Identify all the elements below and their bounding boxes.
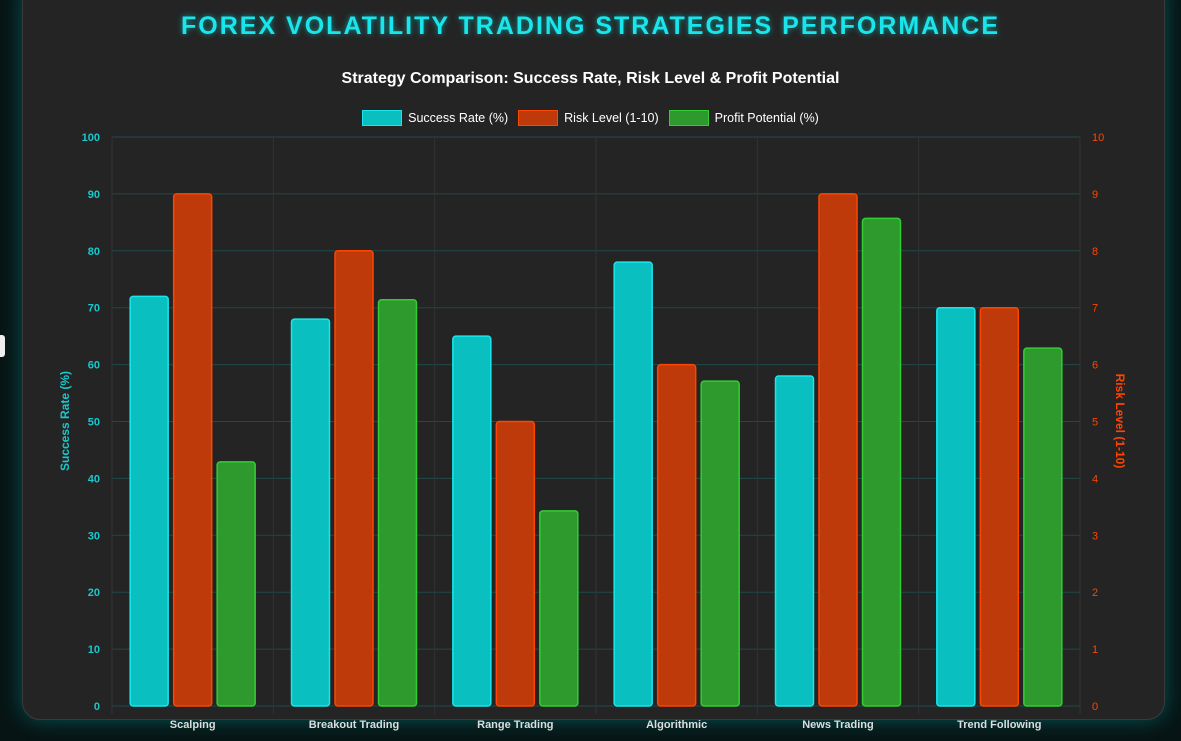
bar-success-rate--trend-following — [936, 306, 976, 707]
y-left-tick-label: 0 — [94, 701, 100, 713]
legend-label: Profit Potential (%) — [714, 111, 819, 125]
y-left-tick-label: 80 — [88, 246, 100, 258]
y-right-tick-label: 4 — [1092, 473, 1098, 485]
x-tick-label: Breakout Trading — [309, 719, 399, 731]
page-title: FOREX VOLATILITY TRADING STRATEGIES PERF… — [180, 12, 1001, 40]
y-left-tick-label: 60 — [88, 360, 100, 372]
x-tick-label: Algorithmic — [646, 719, 707, 731]
bar-risk-level--news-trading — [818, 193, 858, 707]
legend-swatch — [518, 110, 559, 126]
y-right-tick-label: 7 — [1092, 303, 1098, 315]
x-tick-label: Range Trading — [477, 719, 553, 731]
legend-swatch — [668, 110, 709, 126]
bar-risk-level--algorithmic — [656, 363, 697, 707]
legend: Success Rate (%) Risk Level (1-10) Profi… — [0, 110, 1181, 126]
bar-profit-potential--trend-following — [1023, 347, 1063, 707]
legend-item-success-rate[interactable]: Success Rate (%) — [362, 110, 508, 126]
bar-success-rate--scalping — [129, 295, 169, 707]
y-right-tick-label: 8 — [1092, 246, 1098, 258]
legend-item-risk-level[interactable]: Risk Level (1-10) — [518, 110, 659, 126]
chart-title: Strategy Comparison: Success Rate, Risk … — [341, 70, 840, 87]
side-handle[interactable] — [0, 335, 5, 357]
bar-success-rate--range-trading — [452, 335, 492, 707]
y-left-tick-label: 100 — [82, 132, 100, 144]
y-right-tick-label: 0 — [1092, 701, 1098, 713]
y-left-tick-label: 40 — [88, 473, 100, 485]
y-left-tick-label: 30 — [88, 530, 100, 542]
legend-label: Success Rate (%) — [408, 111, 509, 125]
x-tick-label: Scalping — [170, 719, 216, 731]
y-right-tick-label: 1 — [1092, 644, 1098, 656]
bar-profit-potential--news-trading — [861, 217, 902, 707]
y-right-tick-label: 10 — [1092, 132, 1104, 144]
bar-profit-potential--scalping — [216, 461, 256, 707]
x-tick-label: News Trading — [802, 719, 874, 731]
bar-profit-potential--algorithmic — [700, 380, 740, 707]
y-left-axis-title: Success Rate (%) — [58, 371, 72, 471]
y-right-tick-label: 2 — [1092, 587, 1098, 599]
y-left-tick-label: 70 — [88, 303, 100, 315]
y-left-tick-label: 90 — [88, 189, 100, 201]
legend-swatch — [362, 110, 403, 126]
y-right-tick-label: 6 — [1092, 360, 1098, 372]
bar-risk-level--breakout-trading — [334, 250, 374, 707]
x-tick-label: Trend Following — [957, 719, 1041, 731]
legend-label: Risk Level (1-10) — [564, 111, 659, 125]
bar-profit-potential--range-trading — [539, 510, 579, 707]
bar-success-rate--news-trading — [774, 375, 815, 707]
bar-risk-level--trend-following — [979, 306, 1020, 707]
y-right-tick-label: 5 — [1092, 417, 1098, 429]
y-right-axis-title: Risk Level (1-10) — [1113, 374, 1127, 469]
bar-success-rate--breakout-trading — [290, 318, 331, 707]
legend-item-profit-potential[interactable]: Profit Potential (%) — [668, 110, 819, 126]
bar-risk-level--scalping — [172, 193, 213, 707]
bar-profit-potential--breakout-trading — [377, 298, 418, 707]
y-left-tick-label: 50 — [88, 417, 100, 429]
bar-risk-level--range-trading — [495, 420, 536, 707]
y-right-tick-label: 3 — [1092, 530, 1098, 542]
y-left-tick-label: 20 — [88, 587, 100, 599]
y-right-tick-label: 9 — [1092, 189, 1098, 201]
bar-success-rate--algorithmic — [613, 261, 653, 707]
y-left-tick-label: 10 — [88, 644, 100, 656]
